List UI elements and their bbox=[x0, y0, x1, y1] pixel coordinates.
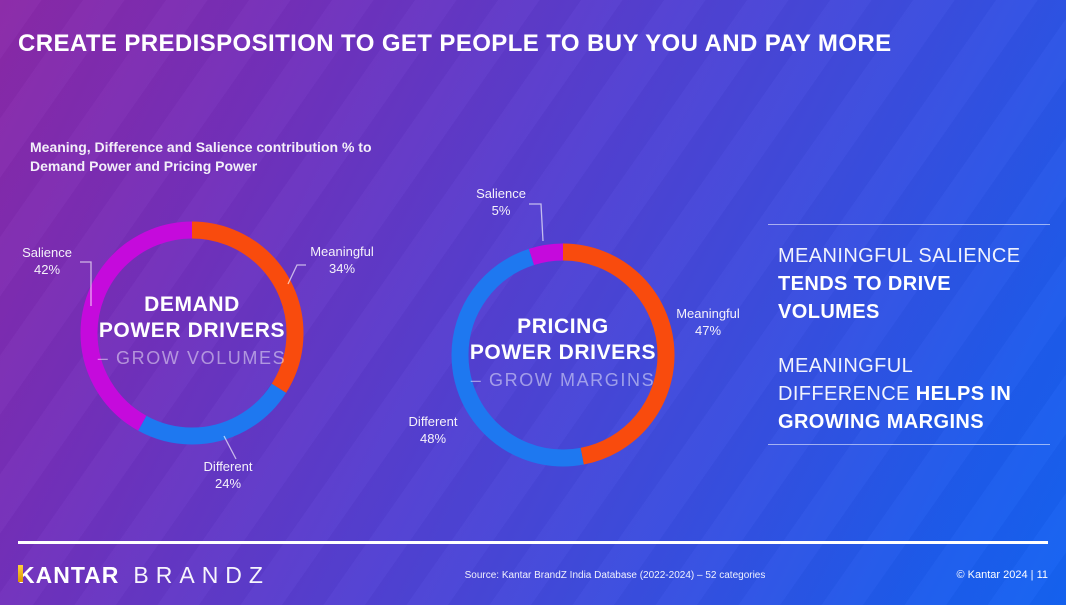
insight-line: MEANINGFUL bbox=[778, 352, 1050, 380]
segment-value: 5% bbox=[491, 203, 511, 218]
segment-value: 47% bbox=[694, 323, 722, 338]
segment-label: Salience bbox=[22, 245, 72, 260]
donut-segment-salience bbox=[451, 243, 675, 467]
segment-label: Different bbox=[203, 459, 253, 474]
segment-label: Different bbox=[408, 414, 458, 429]
label-pricing-salience: Salience 5% bbox=[461, 185, 541, 219]
donut-chart-demand-power: DEMAND POWER DRIVERS – GROW VOLUMES bbox=[72, 213, 312, 453]
segment-value: 48% bbox=[419, 431, 447, 446]
insight-line: DIFFERENCE HELPS IN bbox=[778, 380, 1050, 408]
label-demand-different: Different 24% bbox=[188, 458, 268, 492]
insight-text-bold: HELPS IN bbox=[915, 383, 1012, 405]
copyright-page-number: © Kantar 2024 | 11 bbox=[956, 569, 1049, 581]
source-note: Source: Kantar BrandZ India Database (20… bbox=[464, 570, 766, 581]
chart-description: Meaning, Difference and Salience contrib… bbox=[30, 138, 470, 176]
insight-text-bold: TENDS TO DRIVE bbox=[778, 273, 952, 295]
label-pricing-meaningful: Meaningful 47% bbox=[668, 305, 748, 339]
segment-value: 34% bbox=[328, 261, 356, 276]
segment-value: 24% bbox=[214, 476, 242, 491]
page-title: CREATE PREDISPOSITION TO GET PEOPLE TO B… bbox=[18, 30, 892, 57]
kantar-wordmark: KANTAR bbox=[18, 561, 120, 588]
insight-text-light: DIFFERENCE bbox=[778, 383, 916, 405]
insight-line: GROWING MARGINS bbox=[778, 408, 1050, 436]
insight-line: VOLUMES bbox=[778, 298, 1050, 326]
kantar-accent-bar bbox=[18, 565, 23, 582]
insight-text-light: MEANINGFUL SALIENCE bbox=[778, 245, 1021, 267]
insight-line: MEANINGFUL SALIENCE bbox=[778, 242, 1050, 270]
brandz-wordmark: BRANDZ bbox=[133, 561, 270, 588]
segment-label: Meaningful bbox=[310, 244, 374, 259]
chart-description-line-1: Meaning, Difference and Salience contrib… bbox=[30, 139, 372, 155]
donut-segment-different bbox=[80, 221, 304, 445]
segment-label: Salience bbox=[476, 186, 526, 201]
kantar-brandz-logo: KANTAR BRANDZ bbox=[18, 562, 270, 588]
label-pricing-different: Different 48% bbox=[393, 413, 473, 447]
insight-panel: MEANINGFUL SALIENCE TENDS TO DRIVE VOLUMES… bbox=[768, 224, 1050, 445]
insight-line: TENDS TO DRIVE bbox=[778, 270, 1050, 298]
insight-block: MEANINGFUL DIFFERENCE HELPS IN GROWING MAR… bbox=[778, 352, 1050, 436]
footer-divider bbox=[18, 541, 1048, 544]
donut-chart-pricing-power: PRICING POWER DRIVERS – GROW MARGINS bbox=[443, 235, 683, 475]
segment-value: 42% bbox=[33, 262, 61, 277]
label-demand-salience: Salience 42% bbox=[11, 244, 83, 278]
insight-block: MEANINGFUL SALIENCE TENDS TO DRIVE VOLUMES bbox=[778, 242, 1050, 326]
chart-description-line-2: Demand Power and Pricing Power bbox=[30, 158, 258, 174]
donut-segment-salience bbox=[80, 221, 304, 445]
insight-text-bold: GROWING MARGINS bbox=[778, 411, 984, 433]
segment-label: Meaningful bbox=[676, 306, 740, 321]
donut-segment-different bbox=[451, 243, 675, 467]
insight-text-bold: VOLUMES bbox=[778, 301, 880, 323]
insight-text-light: MEANINGFUL bbox=[778, 355, 914, 377]
label-demand-meaningful: Meaningful 34% bbox=[302, 243, 382, 277]
